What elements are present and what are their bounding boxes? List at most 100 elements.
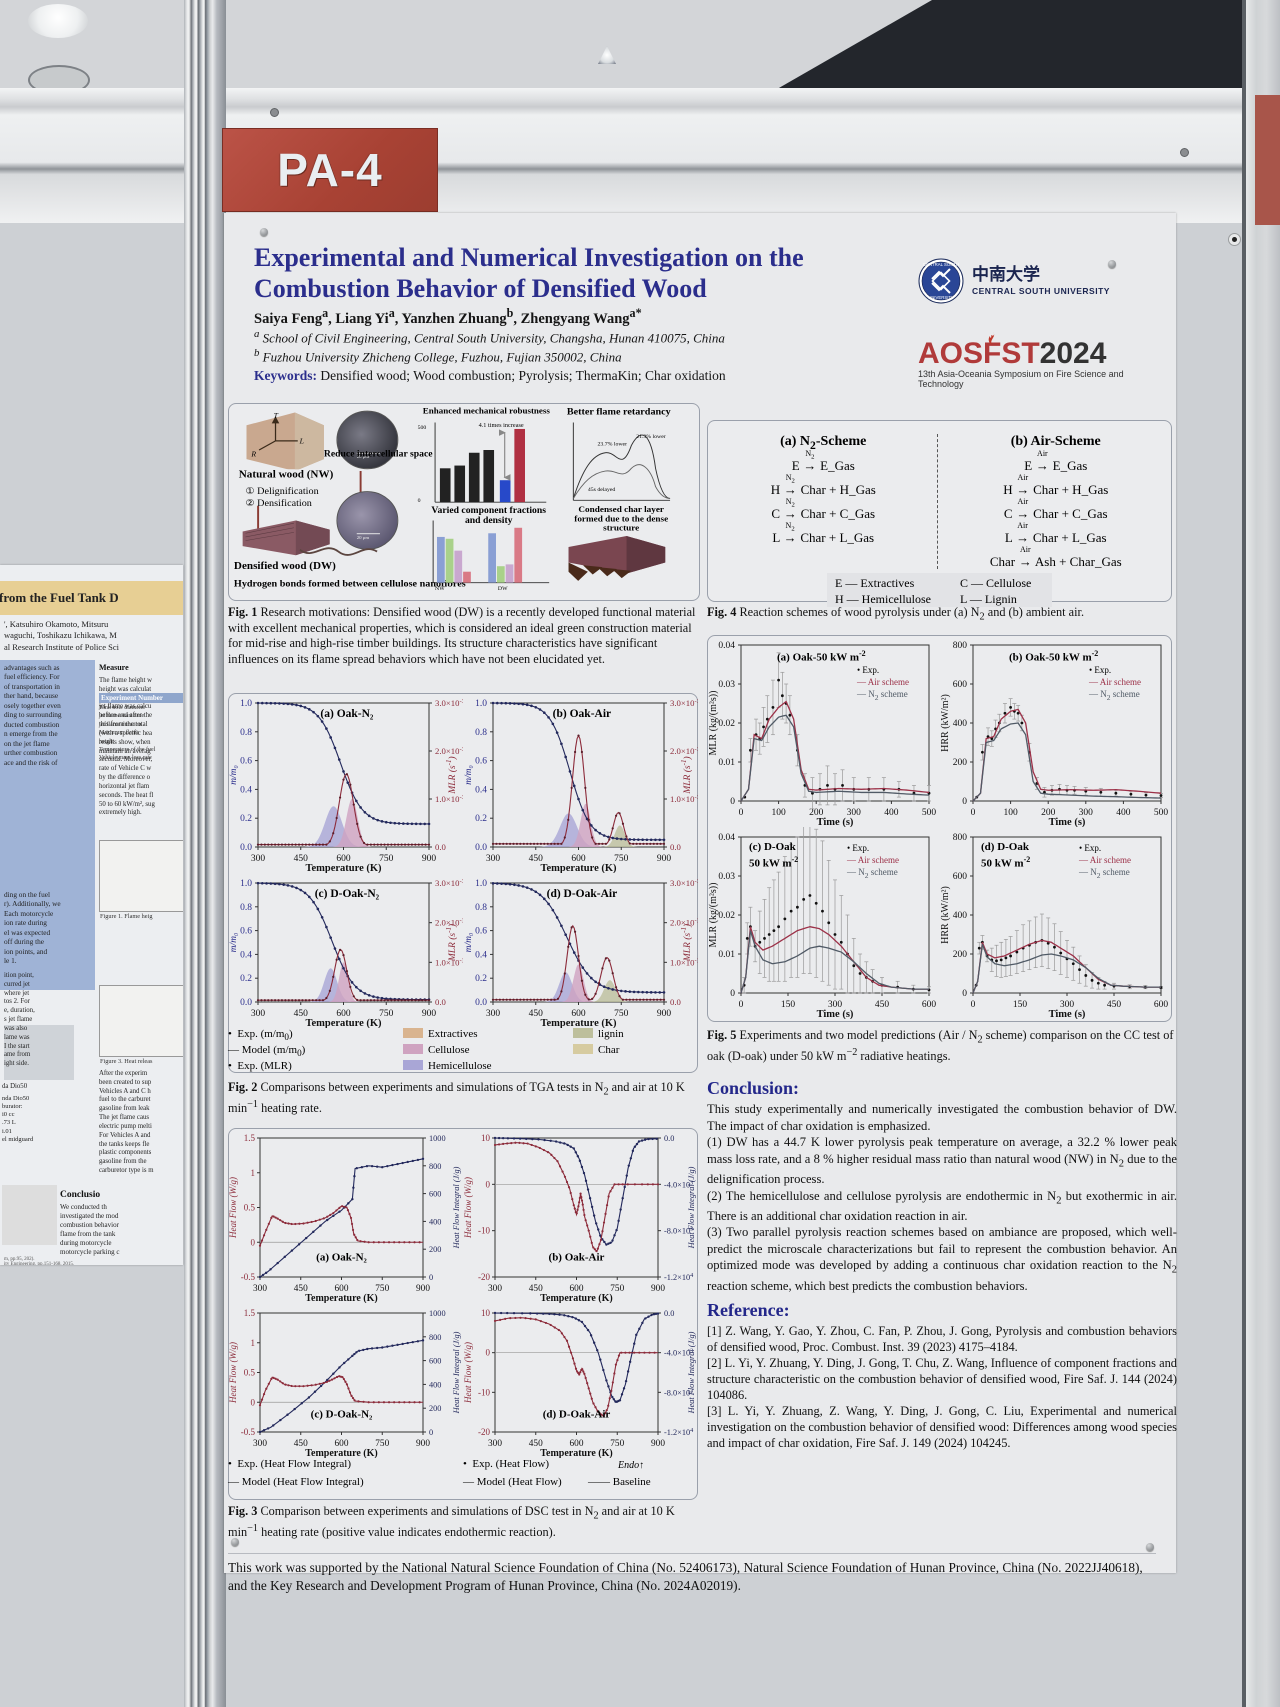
svg-text:0: 0 bbox=[730, 989, 735, 999]
svg-text:100: 100 bbox=[771, 808, 786, 818]
svg-text:0: 0 bbox=[429, 1428, 433, 1437]
svg-text:450: 450 bbox=[875, 1000, 890, 1010]
svg-text:0.02: 0.02 bbox=[718, 719, 735, 729]
svg-text:(b) Oak-Air: (b) Oak-Air bbox=[549, 1251, 605, 1263]
svg-text:0: 0 bbox=[486, 1179, 491, 1189]
svg-text:150: 150 bbox=[1013, 1000, 1028, 1010]
svg-text:1.5: 1.5 bbox=[244, 1133, 256, 1143]
svg-text:Temperature (K): Temperature (K) bbox=[305, 1293, 378, 1303]
svg-text:0.04: 0.04 bbox=[718, 833, 735, 843]
svg-text:300: 300 bbox=[486, 1009, 501, 1019]
svg-text:1000: 1000 bbox=[429, 1134, 446, 1143]
svg-text:400: 400 bbox=[1116, 808, 1131, 818]
svg-text:-20: -20 bbox=[478, 1272, 490, 1282]
svg-text:800: 800 bbox=[429, 1333, 441, 1342]
svg-text:CENTRAL SOUTH: CENTRAL SOUTH bbox=[923, 262, 959, 267]
svg-text:1.0×10-3: 1.0×10-3 bbox=[670, 794, 698, 805]
svg-text:(a) Oak-N₂: (a) Oak-N₂ bbox=[320, 708, 374, 720]
svg-text:600: 600 bbox=[429, 1190, 441, 1199]
svg-text:DW: DW bbox=[498, 586, 508, 592]
svg-text:Temperature (K): Temperature (K) bbox=[305, 1448, 378, 1458]
svg-text:0.0: 0.0 bbox=[435, 842, 447, 852]
svg-text:200: 200 bbox=[429, 1404, 441, 1413]
svg-text:900: 900 bbox=[657, 854, 672, 864]
svg-text:300: 300 bbox=[253, 1284, 267, 1294]
svg-text:0.0: 0.0 bbox=[475, 998, 487, 1008]
svg-text:(d) D-Oak-Air: (d) D-Oak-Air bbox=[543, 1409, 611, 1421]
svg-text:(c) D-Oak-N₂: (c) D-Oak-N₂ bbox=[311, 1409, 373, 1421]
svg-text:Heat Flow (W/g): Heat Flow (W/g) bbox=[463, 1177, 473, 1239]
svg-text:800: 800 bbox=[429, 1162, 441, 1171]
svg-text:500: 500 bbox=[922, 808, 937, 818]
svg-text:2.0×10-3: 2.0×10-3 bbox=[670, 746, 698, 757]
svg-text:150: 150 bbox=[781, 1000, 796, 1010]
svg-text:0: 0 bbox=[730, 797, 735, 807]
svg-text:-10: -10 bbox=[478, 1387, 490, 1397]
svg-text:400: 400 bbox=[429, 1380, 441, 1389]
svg-text:300: 300 bbox=[251, 1009, 266, 1019]
svg-text:400: 400 bbox=[429, 1217, 441, 1226]
svg-text:0.01: 0.01 bbox=[718, 950, 735, 960]
svg-text:300: 300 bbox=[488, 1439, 502, 1449]
svg-text:900: 900 bbox=[422, 1009, 437, 1019]
svg-text:0.04: 0.04 bbox=[718, 641, 735, 651]
svg-text:0.2: 0.2 bbox=[240, 974, 252, 984]
svg-text:0.2: 0.2 bbox=[475, 814, 487, 824]
svg-text:-0.5: -0.5 bbox=[241, 1427, 256, 1437]
svg-text:Temperature (K): Temperature (K) bbox=[540, 1448, 613, 1458]
svg-text:600: 600 bbox=[953, 680, 968, 690]
svg-text:200: 200 bbox=[953, 758, 968, 768]
svg-text:0: 0 bbox=[486, 1348, 491, 1358]
svg-text:(c) D-Oak-N₂: (c) D-Oak-N₂ bbox=[315, 888, 380, 900]
svg-text:900: 900 bbox=[651, 1284, 665, 1294]
svg-text:3.0×10-3: 3.0×10-3 bbox=[435, 698, 463, 709]
svg-text:0: 0 bbox=[251, 1237, 256, 1247]
svg-text:0.03: 0.03 bbox=[718, 872, 735, 882]
svg-text:Heat Flow Integral (J/g): Heat Flow Integral (J/g) bbox=[687, 1166, 696, 1249]
svg-text:Heat Flow Integral (J/g): Heat Flow Integral (J/g) bbox=[452, 1331, 461, 1414]
svg-text:0: 0 bbox=[429, 1273, 433, 1282]
svg-text:400: 400 bbox=[953, 911, 968, 921]
svg-text:10: 10 bbox=[481, 1133, 491, 1143]
svg-text:HRR (kW/m²): HRR (kW/m²) bbox=[940, 886, 951, 944]
svg-text:900: 900 bbox=[422, 854, 437, 864]
svg-text:0.5: 0.5 bbox=[244, 1203, 256, 1213]
svg-text:0.01: 0.01 bbox=[718, 758, 735, 768]
svg-text:0.6: 0.6 bbox=[240, 757, 252, 767]
svg-text:0.6: 0.6 bbox=[240, 927, 252, 937]
svg-text:0.8: 0.8 bbox=[240, 903, 252, 913]
svg-text:300: 300 bbox=[251, 854, 266, 864]
svg-text:-0.5: -0.5 bbox=[241, 1272, 256, 1282]
svg-text:Time (s): Time (s) bbox=[817, 817, 854, 827]
svg-text:0.8: 0.8 bbox=[475, 903, 487, 913]
svg-text:0.0: 0.0 bbox=[664, 1309, 674, 1318]
svg-text:45s delayed: 45s delayed bbox=[588, 487, 616, 493]
svg-text:-20: -20 bbox=[478, 1427, 490, 1437]
svg-text:Heat Flow (W/g): Heat Flow (W/g) bbox=[228, 1177, 238, 1239]
svg-text:0.0: 0.0 bbox=[664, 1134, 674, 1143]
svg-text:Temperature (K): Temperature (K) bbox=[305, 863, 382, 873]
svg-text:1000: 1000 bbox=[429, 1309, 446, 1318]
svg-text:0.8: 0.8 bbox=[475, 728, 487, 738]
svg-text:L: L bbox=[299, 437, 304, 446]
svg-text:0: 0 bbox=[962, 989, 967, 999]
svg-text:1.0×10-3: 1.0×10-3 bbox=[435, 794, 463, 805]
svg-text:m/m₀: m/m₀ bbox=[464, 765, 474, 785]
svg-text:0: 0 bbox=[418, 498, 421, 504]
svg-text:21.3% lower: 21.3% lower bbox=[636, 434, 666, 440]
svg-text:0.2: 0.2 bbox=[475, 974, 487, 984]
svg-text:900: 900 bbox=[416, 1284, 430, 1294]
svg-text:(a) Oak-N₂: (a) Oak-N₂ bbox=[316, 1251, 367, 1263]
svg-text:0.0: 0.0 bbox=[240, 998, 252, 1008]
svg-text:100: 100 bbox=[1003, 808, 1018, 818]
svg-text:0.5: 0.5 bbox=[244, 1368, 256, 1378]
svg-text:m/m₀: m/m₀ bbox=[229, 933, 239, 953]
svg-text:400: 400 bbox=[953, 719, 968, 729]
svg-text:0.0: 0.0 bbox=[240, 843, 252, 853]
svg-text:MLR (kg/(m²s)): MLR (kg/(m²s)) bbox=[708, 691, 719, 756]
svg-text:200: 200 bbox=[953, 950, 968, 960]
svg-text:m/m₀: m/m₀ bbox=[464, 933, 474, 953]
svg-text:Time (s): Time (s) bbox=[1049, 817, 1086, 827]
svg-text:0.4: 0.4 bbox=[240, 950, 252, 960]
svg-text:0.4: 0.4 bbox=[475, 785, 487, 795]
